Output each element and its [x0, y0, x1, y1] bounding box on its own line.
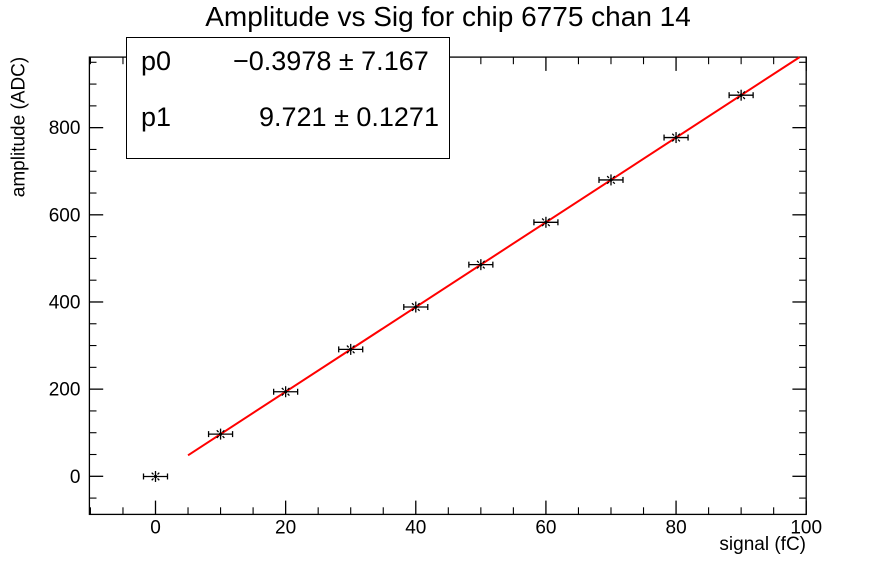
svg-text:0: 0 — [70, 467, 81, 488]
svg-text:20: 20 — [275, 517, 296, 538]
svg-text:400: 400 — [49, 293, 81, 314]
svg-text:200: 200 — [49, 380, 81, 401]
svg-text:40: 40 — [405, 517, 426, 538]
svg-text:600: 600 — [49, 205, 81, 226]
svg-text:800: 800 — [49, 118, 81, 139]
svg-text:0: 0 — [150, 517, 161, 538]
